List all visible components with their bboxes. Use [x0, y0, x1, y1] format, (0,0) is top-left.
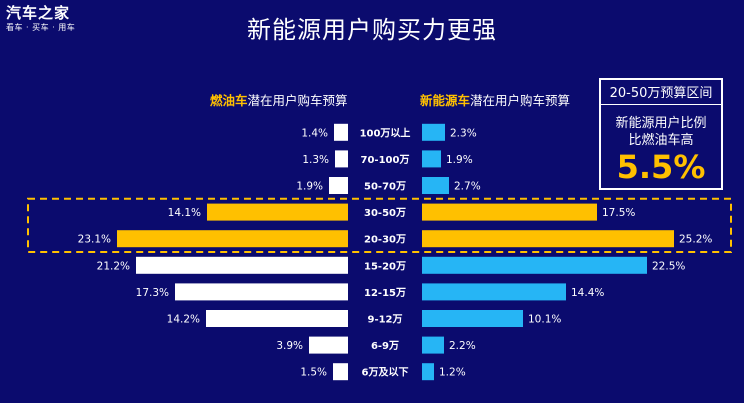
- gas-value-label: 1.9%: [296, 181, 323, 193]
- gas-heading: 燃油车潜在用户购车预算: [210, 90, 348, 109]
- logo-sub-text: 看车 · 买车 · 用车: [6, 23, 76, 32]
- nev-bar: [422, 336, 444, 354]
- nev-value-label: 1.9%: [446, 154, 473, 166]
- nev-value-label: 17.5%: [602, 207, 635, 219]
- gas-value-label: 3.9%: [276, 340, 303, 352]
- nev-heading: 新能源车潜在用户购车预算: [420, 90, 570, 109]
- gas-heading-highlight: 燃油车: [210, 93, 248, 108]
- gas-value-label: 1.3%: [302, 154, 329, 166]
- gas-bar: [333, 363, 348, 381]
- callout-line1: 新能源用户比例: [615, 116, 707, 131]
- nev-value-label: 2.3%: [450, 127, 477, 139]
- nev-bar: [422, 256, 647, 274]
- category-label: 6-9万: [371, 340, 399, 352]
- gas-bar: [175, 283, 348, 301]
- category-label: 6万及以下: [362, 367, 409, 379]
- callout-value: 5.5%: [616, 148, 706, 186]
- nev-bar: [422, 150, 441, 168]
- category-label: 20-30万: [364, 234, 406, 246]
- gas-bar: [206, 310, 348, 327]
- gas-value-label: 1.5%: [300, 367, 327, 379]
- gas-bar: [309, 336, 348, 354]
- nev-value-label: 25.2%: [679, 234, 712, 246]
- callout-box: 20-50万预算区间 新能源用户比例 比燃油车高 5.5%: [599, 78, 723, 190]
- category-label: 15-20万: [364, 260, 406, 272]
- category-label: 30-50万: [364, 207, 406, 219]
- gas-bar: [136, 256, 348, 274]
- nev-bar: [422, 310, 523, 327]
- gas-value-label: 14.2%: [167, 314, 200, 326]
- autohome-logo: 汽车之家 看车 · 买车 · 用车: [6, 4, 86, 33]
- logo-main-text: 汽车之家: [6, 4, 71, 22]
- nev-value-label: 2.2%: [449, 340, 476, 352]
- gas-value-label: 23.1%: [78, 234, 111, 246]
- gas-bar: [334, 123, 348, 141]
- nev-bar: [422, 203, 597, 221]
- gas-bar: [329, 177, 348, 194]
- gas-value-label: 1.4%: [301, 127, 328, 139]
- nev-heading-highlight: 新能源车: [420, 93, 471, 108]
- highlight-frame: [27, 197, 732, 254]
- gas-value-label: 21.2%: [97, 260, 130, 272]
- nev-bar: [422, 363, 434, 381]
- gas-value-label: 17.3%: [136, 287, 169, 299]
- callout-line2: 比燃油车高: [628, 133, 694, 148]
- callout-range: 20-50万预算区间: [601, 82, 721, 105]
- nev-value-label: 1.2%: [439, 367, 466, 379]
- gas-bar: [207, 203, 348, 221]
- nev-value-label: 2.7%: [454, 181, 481, 193]
- nev-heading-rest: 潜在用户购车预算: [470, 93, 571, 108]
- category-label: 12-15万: [364, 287, 406, 299]
- nev-bar: [422, 123, 445, 141]
- nev-bar: [422, 177, 449, 194]
- category-label: 9-12万: [367, 314, 402, 326]
- gas-heading-rest: 潜在用户购车预算: [247, 93, 348, 108]
- category-label: 100万以上: [360, 126, 411, 139]
- gas-bar: [117, 230, 348, 248]
- nev-bar: [422, 283, 566, 301]
- category-label: 50-70万: [364, 181, 406, 193]
- nev-value-label: 14.4%: [571, 287, 604, 299]
- nev-value-label: 10.1%: [528, 314, 561, 326]
- category-label: 70-100万: [361, 154, 410, 166]
- nev-bar: [422, 230, 674, 248]
- page-title: 新能源用户购买力更强: [247, 16, 497, 44]
- gas-value-label: 14.1%: [168, 207, 201, 219]
- nev-value-label: 22.5%: [652, 260, 685, 272]
- gas-bar: [335, 150, 348, 168]
